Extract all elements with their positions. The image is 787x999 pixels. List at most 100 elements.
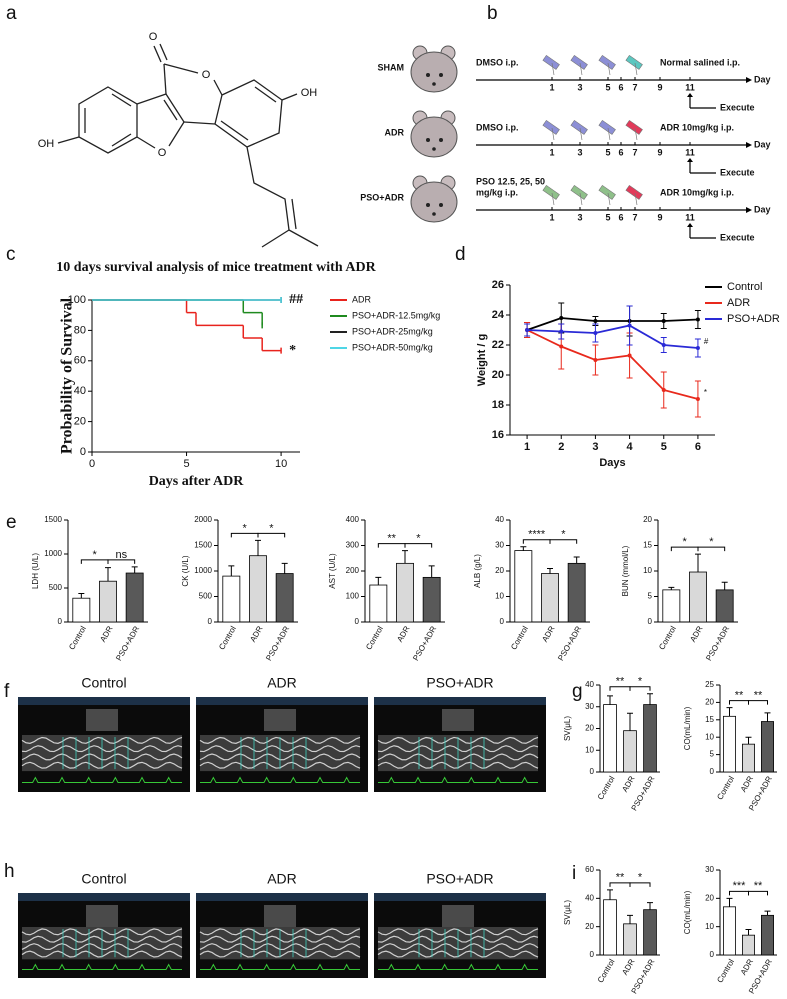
significance-label: * <box>561 529 566 541</box>
x-tick-label: Control <box>217 624 238 651</box>
error-bar <box>721 581 728 590</box>
syringe-needle <box>551 192 555 206</box>
x-tick-label: ADR <box>739 957 755 976</box>
syringe <box>570 119 588 135</box>
day-number: 1 <box>549 147 554 157</box>
annotation: * <box>704 388 707 397</box>
y-tick-label: 0 <box>710 767 715 776</box>
y-tick-label: 16 <box>492 429 504 441</box>
significance-label: * <box>638 676 643 688</box>
y-tick-label: 22 <box>492 339 504 351</box>
syringe <box>542 184 560 200</box>
execute-label: Execute <box>720 167 755 177</box>
x-tick-label: PSO+ADR <box>264 624 291 662</box>
x-tick-label: 0 <box>89 458 95 470</box>
syringe <box>598 184 616 200</box>
bar <box>222 575 241 623</box>
bar <box>662 589 681 623</box>
x-tick-label: 5 <box>183 458 189 470</box>
bar <box>715 589 734 623</box>
echo-inset <box>264 709 296 731</box>
annotation: ## <box>289 292 303 307</box>
y-axis-label: LDH (U/L) <box>31 553 40 589</box>
y-tick-label: 0 <box>590 950 595 959</box>
significance-bracket <box>629 882 651 887</box>
syringe-needle <box>551 62 555 76</box>
error-bar <box>402 550 408 564</box>
benzene-ring <box>78 86 138 154</box>
significance-label: * <box>709 536 714 548</box>
bond <box>136 93 167 105</box>
syringe <box>625 184 643 200</box>
y-axis-label: AST (U/L) <box>328 553 337 589</box>
significance-bracket <box>257 532 286 538</box>
echo-header <box>18 893 190 901</box>
data-point <box>593 358 598 362</box>
y-tick-label: 40 <box>74 385 86 397</box>
bond <box>111 93 132 107</box>
day-number: 9 <box>657 212 662 222</box>
x-tick-label: Control <box>596 957 617 984</box>
timeline-arrow <box>746 207 752 213</box>
y-axis-label: CO(mL/min) <box>683 890 692 934</box>
y-tick-label: 0 <box>710 950 715 959</box>
error-bar <box>281 562 288 574</box>
echo-title: PSO+ADR <box>426 871 493 887</box>
error-bar <box>695 553 701 573</box>
x-tick-label: 5 <box>661 441 667 453</box>
significance-label: ns <box>116 549 128 561</box>
bar <box>643 909 657 956</box>
execute-label: Execute <box>720 102 755 112</box>
bond <box>57 136 80 144</box>
y-tick-label: 30 <box>705 865 714 874</box>
bond <box>281 93 298 101</box>
y-tick-label: 15 <box>705 715 714 724</box>
day-number: 9 <box>657 147 662 157</box>
bond <box>111 133 132 147</box>
y-tick-label: 10 <box>495 592 504 601</box>
bond <box>165 93 185 123</box>
significance-label: ** <box>754 690 763 702</box>
data-point <box>695 397 700 401</box>
execute-arrowhead <box>687 158 693 162</box>
bond <box>288 229 319 247</box>
significance-bracket <box>549 539 578 544</box>
error-bar <box>105 567 111 582</box>
execute-arrow <box>689 225 716 239</box>
day-number: 11 <box>685 82 695 92</box>
x-tick-label: PSO+ADR <box>704 624 731 662</box>
error-bar <box>647 693 653 705</box>
data-point <box>593 319 598 323</box>
group-label: SHAM <box>378 62 405 72</box>
bar <box>567 562 586 623</box>
bond <box>163 63 199 74</box>
error-bar <box>78 592 85 599</box>
y-axis-label: Probability of Survival <box>59 297 76 454</box>
group-label: ADR <box>385 127 405 137</box>
y-tick-label: 20 <box>585 922 594 931</box>
echo-header <box>374 893 546 901</box>
execute-arrow <box>689 95 716 109</box>
y-tick-label: 0 <box>648 617 653 626</box>
x-tick-label: 4 <box>627 441 634 453</box>
x-tick-label: ADR <box>688 624 704 643</box>
legend-label: PSO+ADR-25mg/kg <box>352 326 433 336</box>
panel-letter: i <box>572 863 576 884</box>
y-tick-label: 60 <box>585 865 594 874</box>
day-label: Day <box>754 204 771 214</box>
x-tick-label: PSO+ADR <box>556 624 583 662</box>
y-axis-label: SV(μL) <box>563 716 572 741</box>
y-axis-label: BUN (mmol/L) <box>621 545 630 596</box>
x-tick-label: Control <box>509 624 530 651</box>
y-tick-label: 30 <box>585 702 594 711</box>
y-tick-label: 100 <box>346 592 360 601</box>
legend-label: PSO+ADR <box>727 313 780 325</box>
y-axis-label: Weight / g <box>476 334 488 386</box>
error-bar <box>745 736 752 745</box>
panel-letter: e <box>6 512 17 533</box>
syringe-needle <box>579 62 583 76</box>
echo-header <box>18 697 190 705</box>
y-tick-label: 40 <box>585 680 594 689</box>
y-tick-label: 0 <box>500 617 505 626</box>
significance-bracket <box>697 546 726 552</box>
